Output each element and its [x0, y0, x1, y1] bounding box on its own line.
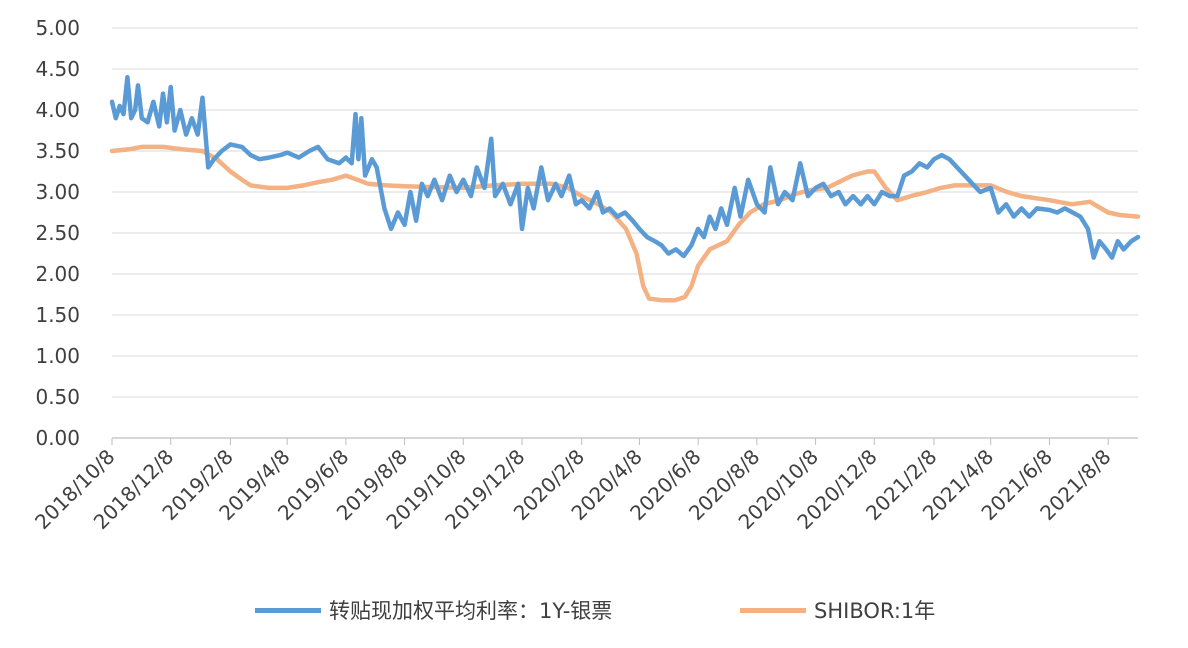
series-line-discount-rate [109, 74, 1141, 260]
legend: 转贴现加权平均利率：1Y-银票 SHIBOR:1年 [0, 588, 1188, 632]
series-line-shibor [109, 144, 1141, 303]
y-axis-tick-labels: 0.00 0.50 1.00 1.50 2.00 2.50 3.00 3.50 4.00 4.50… [35, 16, 80, 450]
y-tick-label: 4.00 [35, 98, 80, 122]
legend-swatch-discount-rate [255, 607, 321, 613]
legend-label-shibor: SHIBOR:1年 [814, 599, 936, 623]
y-tick-label: 1.00 [35, 344, 80, 368]
y-tick-label: 0.00 [35, 426, 80, 450]
legend-swatch-shibor [740, 607, 806, 613]
legend-label-discount-rate: 转贴现加权平均利率：1Y-银票 [329, 599, 613, 623]
y-tick-label: 2.00 [35, 262, 80, 286]
gridlines [112, 27, 1138, 398]
y-tick-label: 2.50 [35, 221, 80, 245]
legend-item-shibor: SHIBOR:1年 [740, 588, 935, 632]
y-tick-label: 3.00 [35, 180, 80, 204]
y-tick-label: 3.50 [35, 139, 80, 163]
line-chart: 0.00 0.50 1.00 1.50 2.00 2.50 3.00 3.50 4.00 4.50… [30, 16, 1141, 534]
legend-item-discount-rate: 转贴现加权平均利率：1Y-银票 [255, 588, 612, 632]
y-tick-label: 5.00 [35, 16, 80, 40]
series-lines [109, 74, 1141, 303]
y-tick-label: 4.50 [35, 57, 80, 81]
y-tick-label: 1.50 [35, 303, 80, 327]
x-axis: 2018/10/82018/12/82019/2/82019/4/82019/6… [30, 437, 1138, 534]
y-tick-label: 0.50 [35, 385, 80, 409]
